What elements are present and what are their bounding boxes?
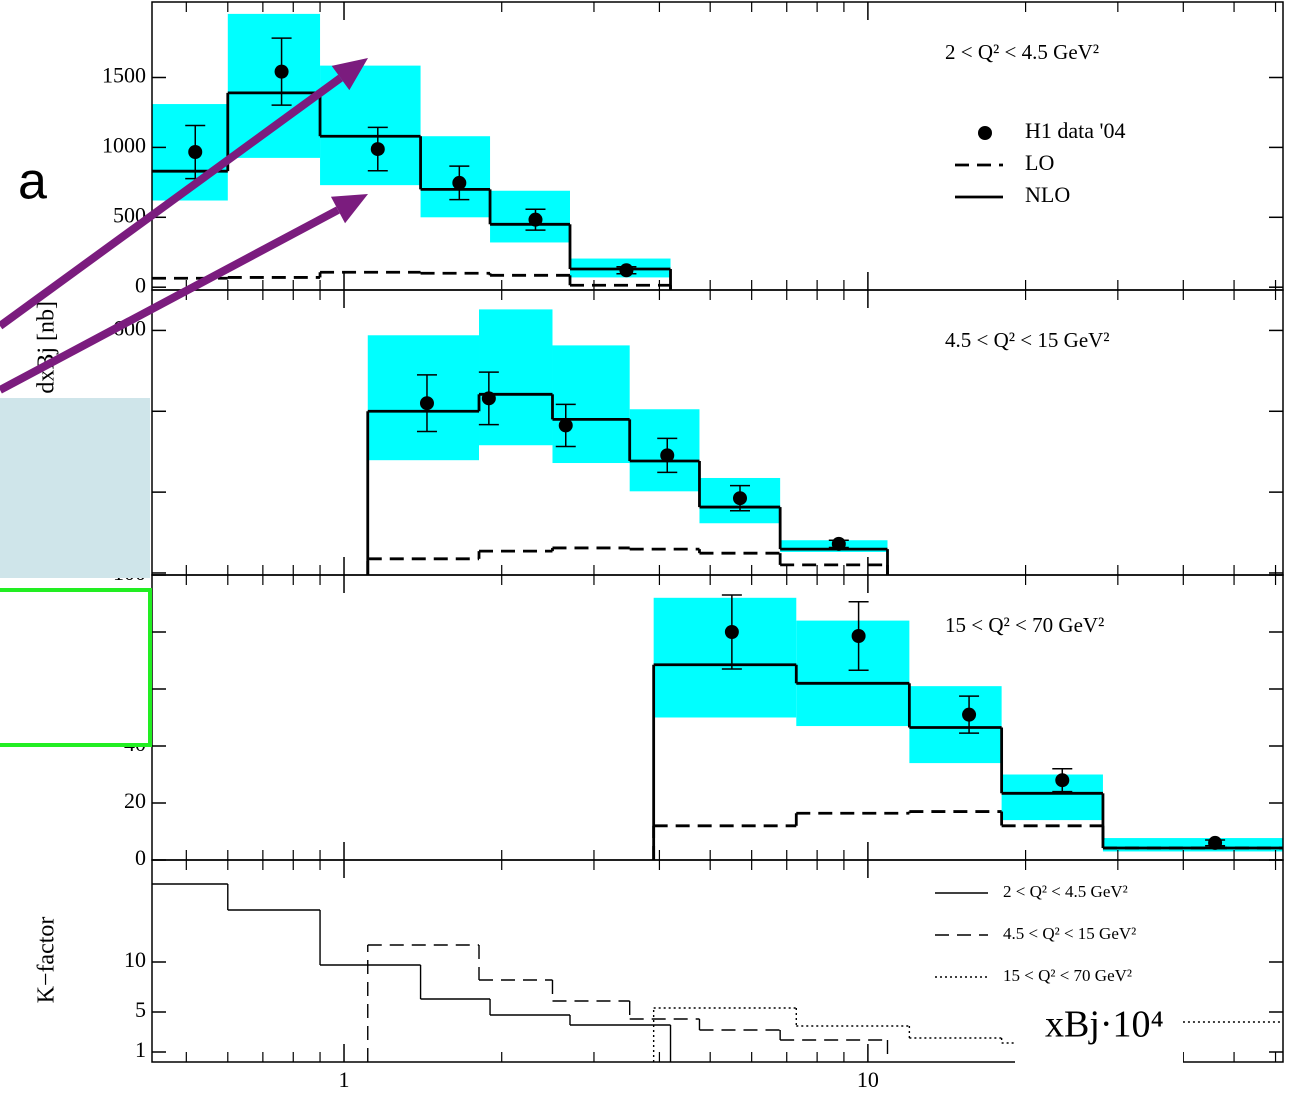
arrow — [0, 74, 343, 330]
data-point — [528, 212, 543, 227]
data-point — [1208, 835, 1223, 850]
uncertainty-band — [653, 597, 797, 718]
panel-frame — [151, 859, 1284, 1063]
panel: 1 5 10 2 < Q² < 4.5 GeV² 4.5 < Q² < 15 GeV² 1… — [34, 859, 1284, 1092]
y-tick-label: 20 — [124, 788, 146, 813]
data-point — [619, 263, 634, 278]
arrow-head — [330, 194, 368, 224]
legend-label: H1 data '04 — [1025, 118, 1126, 143]
slide-box — [0, 588, 152, 747]
panel-annotation: 15 < Q² < 70 GeV² — [945, 613, 1104, 637]
slide-text: a — [18, 153, 47, 211]
data-point — [732, 491, 747, 506]
y-tick-label: 10 — [124, 947, 146, 972]
y-axis-label: K−factor — [34, 917, 60, 1004]
y-tick-label: 1500 — [102, 63, 146, 88]
panel: 02040608010015 < Q² < 70 GeV² — [113, 560, 1284, 870]
legend-marker — [978, 126, 992, 140]
x-tick-label: 10 — [857, 1067, 879, 1092]
uncertainty-band — [479, 309, 553, 446]
arrow — [0, 206, 340, 394]
data-point — [1055, 773, 1070, 788]
arrow-head — [331, 58, 368, 91]
x-tick-label: 1 — [339, 1067, 350, 1092]
uncertainty-band — [1102, 838, 1283, 852]
x-axis-label: xBj·10⁴ — [1045, 1004, 1164, 1046]
data-point — [188, 145, 203, 160]
legend-label: NLO — [1025, 182, 1070, 207]
panel-annotation: 2 < Q² < 4.5 GeV² — [945, 40, 1099, 64]
data-point — [831, 536, 846, 551]
slide-box — [0, 398, 150, 578]
uncertainty-band — [227, 13, 321, 158]
data-point — [724, 625, 739, 639]
legend-label: 15 < Q² < 70 GeV² — [1003, 966, 1132, 985]
uncertainty-band — [909, 686, 1002, 764]
legend-label: LO — [1025, 150, 1054, 175]
uncertainty-band — [420, 136, 491, 218]
legend-label: 4.5 < Q² < 15 GeV² — [1003, 924, 1136, 943]
data-point — [962, 707, 977, 722]
y-tick-label: 1000 — [102, 132, 146, 157]
y-tick-label: 5 — [135, 997, 146, 1022]
data-point — [558, 418, 573, 433]
data-point — [452, 175, 467, 190]
data-point — [370, 142, 385, 157]
y-tick-label: 0 — [135, 272, 146, 297]
y-tick-label: 1 — [135, 1037, 146, 1062]
legend-label: 2 < Q² < 4.5 GeV² — [1003, 882, 1128, 901]
data-point — [481, 391, 496, 406]
data-point — [851, 628, 866, 643]
panel-annotation: 4.5 < Q² < 15 GeV² — [945, 328, 1110, 352]
uncertainty-band — [1001, 774, 1103, 821]
data-point — [660, 448, 675, 463]
data-point — [274, 64, 289, 79]
y-tick-label: 0 — [135, 845, 146, 870]
data-point — [419, 396, 434, 411]
x-label-box — [1015, 985, 1183, 1063]
